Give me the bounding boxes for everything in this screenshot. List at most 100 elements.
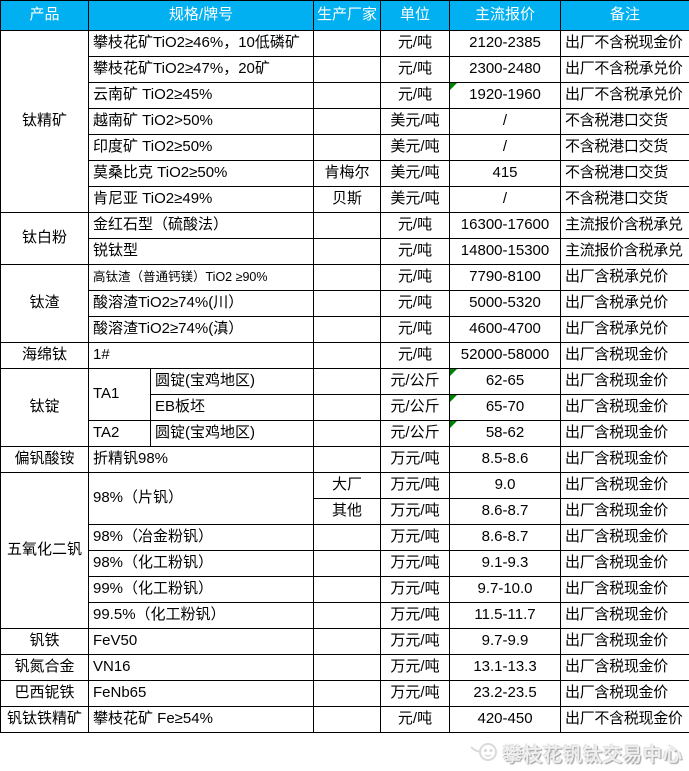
table-row: 巴西铌铁 FeNb65 万元/吨 23.2-23.5 出厂含税现金价 <box>0 680 689 707</box>
maker-cell <box>313 108 382 135</box>
price-cell: 23.2-23.5 <box>449 680 562 707</box>
note-cell: 不含税港口交货 <box>560 134 689 161</box>
header-unit: 单位 <box>380 0 451 31</box>
note-cell: 出厂含税现金价 <box>560 368 689 395</box>
unit-cell: 元/吨 <box>380 82 451 109</box>
unit-cell: 元/吨 <box>380 290 451 317</box>
price-cell: 2300-2480 <box>449 56 562 83</box>
product-cell: 钒铁 <box>0 628 89 655</box>
product-cell: 钛白粉 <box>0 212 89 265</box>
unit-cell: 元/吨 <box>380 264 451 291</box>
table-row: 98%（冶金粉钒） 万元/吨 8.6-8.7 出厂含税现金价 <box>1 524 689 551</box>
maker-cell <box>313 550 382 577</box>
spec-cell: 酸溶渣TiO2≥74%(滇） <box>87 316 315 343</box>
maker-cell <box>313 82 382 109</box>
price-cell: / <box>449 108 562 135</box>
product-cell: 五氧化二钒 <box>0 472 89 629</box>
spec-cell: 折精钒98% <box>87 446 315 473</box>
maker-cell <box>313 420 382 447</box>
note-cell: 不含税港口交货 <box>560 108 689 135</box>
table-row: 攀枝花矿TiO2≥47%，20矿 元/吨 2300-2480 出厂不含税承兑价 <box>1 56 689 83</box>
watermark-logo-icon <box>470 742 497 761</box>
note-cell: 出厂含税现金价 <box>560 628 689 655</box>
unit-cell: 元/吨 <box>380 238 451 265</box>
header-row: 产品 规格/牌号 生产厂家 单位 主流报价 备注 <box>0 0 689 31</box>
maker-cell <box>313 394 382 421</box>
note-cell: 出厂含税现金价 <box>560 602 689 629</box>
maker-cell <box>313 212 382 239</box>
unit-cell: 美元/吨 <box>380 134 451 161</box>
maker-cell <box>313 602 382 629</box>
spec-cell: 1# <box>87 342 315 369</box>
price-cell: 16300-17600 <box>449 212 562 239</box>
spec-cell: 锐钛型 <box>87 238 315 265</box>
unit-cell: 万元/吨 <box>380 628 451 655</box>
price-value: 58-62 <box>485 424 525 442</box>
note-cell: 出厂含税现金价 <box>560 342 689 369</box>
spec-cell: FeV50 <box>87 628 315 655</box>
price-value: 62-65 <box>485 372 525 390</box>
maker-cell <box>313 680 382 707</box>
price-cell: 8.6-8.7 <box>449 524 562 551</box>
maker-cell <box>313 290 382 317</box>
product-cell: 钛精矿 <box>0 30 89 213</box>
note-cell: 出厂含税现金价 <box>560 654 689 681</box>
unit-cell: 万元/吨 <box>380 654 451 681</box>
unit-cell: 元/吨 <box>380 56 451 83</box>
table-row: 海绵钛 1# 元/吨 52000-58000 出厂含税现金价 <box>0 342 689 369</box>
table-row: 其他 万元/吨 8.6-8.7 出厂含税现金价 <box>1 498 689 525</box>
maker-cell <box>313 56 382 83</box>
note-cell: 出厂含税承兑价 <box>560 264 689 291</box>
table-row: 钛渣 高钛渣（普通钙镁）TiO2 ≥90% 元/吨 7790-8100 出厂含税… <box>0 264 689 343</box>
maker-cell <box>313 264 382 291</box>
note-cell: 出厂含税现金价 <box>560 550 689 577</box>
unit-cell: 元/吨 <box>380 212 451 239</box>
table-row: 99%（化工粉钒） 万元/吨 9.7-10.0 出厂含税现金价 <box>1 576 689 603</box>
price-table: 产品 规格/牌号 生产厂家 单位 主流报价 备注 钛精矿 攀枝花矿TiO2≥46… <box>0 0 689 733</box>
spec-cell: 肯尼亚 TiO2≥49% <box>87 186 315 213</box>
watermark: 攀枝花钒钛交易中心 <box>469 740 683 767</box>
note-cell: 主流报价含税承兑 <box>560 212 689 239</box>
maker-cell <box>313 238 382 265</box>
table-row: 肯尼亚 TiO2≥49% 贝斯 美元/吨 / 不含税港口交货 <box>1 186 689 213</box>
note-cell: 出厂不含税承兑价 <box>560 82 689 109</box>
grade-cell: TA1 <box>88 368 151 421</box>
spec-cell: 印度矿 TiO2≥50% <box>87 134 315 161</box>
table-row: 钒氮合金 VN16 万元/吨 13.1-13.3 出厂含税现金价 <box>0 654 689 681</box>
table-row: 99.5%（化工粉钒） 万元/吨 11.5-11.7 出厂含税现金价 <box>1 602 689 629</box>
maker-cell <box>313 342 382 369</box>
table-row: 偏钒酸铵 折精钒98% 万元/吨 8.5-8.6 出厂含税现金价 <box>0 446 689 473</box>
spec-cell: 98%（化工粉钒） <box>87 550 315 577</box>
table-row: 锐钛型 元/吨 14800-15300 主流报价含税承兑 <box>1 238 689 265</box>
spec-cell: 98%（冶金粉钒） <box>87 524 315 551</box>
price-cell: 14800-15300 <box>449 238 562 265</box>
product-cell: 巴西铌铁 <box>0 680 89 707</box>
table-row: 印度矿 TiO2≥50% 美元/吨 / 不含税港口交货 <box>1 134 689 161</box>
unit-cell: 美元/吨 <box>380 108 451 135</box>
maker-cell: 肯梅尔 <box>313 160 382 187</box>
table-row: 钛白粉 金红石型（硫酸法） 元/吨 16300-17600 主流报价含税承兑 <box>0 212 689 265</box>
spec-cell: 高钛渣（普通钙镁）TiO2 ≥90% <box>87 264 315 291</box>
unit-cell: 万元/吨 <box>380 680 451 707</box>
price-cell: 8.5-8.6 <box>449 446 562 473</box>
price-value: 65-70 <box>485 398 525 416</box>
watermark-text: 攀枝花钒钛交易中心 <box>502 745 683 766</box>
spec-cell: 圆锭(宝鸡地区) <box>149 420 315 447</box>
note-cell: 出厂含税承兑价 <box>560 316 689 343</box>
note-cell: 出厂含税现金价 <box>560 524 689 551</box>
spec-cell: 金红石型（硫酸法） <box>87 212 315 239</box>
table-row: TA2 圆锭(宝鸡地区) 元/公斤 58-62 出厂含税现金价 <box>1 420 689 447</box>
maker-cell <box>313 30 382 57</box>
note-cell: 不含税港口交货 <box>560 160 689 187</box>
price-cell: 2120-2385 <box>449 30 562 57</box>
unit-cell: 万元/吨 <box>380 550 451 577</box>
price-cell: 9.0 <box>449 472 562 499</box>
spec-cell: 攀枝花矿TiO2≥47%，20矿 <box>87 56 315 83</box>
product-cell: 海绵钛 <box>0 342 89 369</box>
price-cell: 7790-8100 <box>449 264 562 291</box>
spec-cell: 圆锭(宝鸡地区) <box>149 368 315 395</box>
table-row: 越南矿 TiO2>50% 美元/吨 / 不含税港口交货 <box>1 108 689 135</box>
maker-cell <box>313 524 382 551</box>
spec-cell: EB板坯 <box>149 394 315 421</box>
price-value: 1920-1960 <box>469 86 541 104</box>
